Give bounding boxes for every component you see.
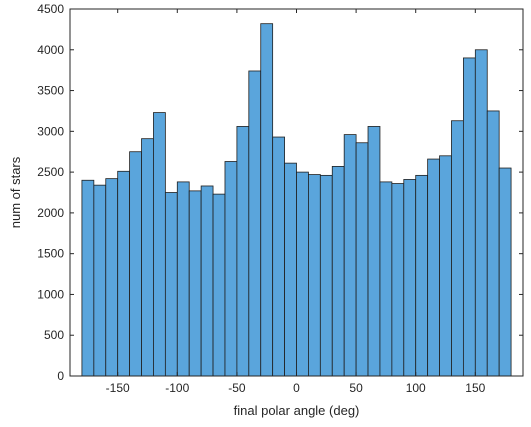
x-tick-label: 150 bbox=[465, 381, 485, 395]
y-tick-label: 1000 bbox=[37, 287, 64, 301]
histogram-bar bbox=[189, 191, 201, 376]
x-tick-label: 100 bbox=[406, 381, 426, 395]
y-tick-label: 3500 bbox=[37, 84, 64, 98]
x-axis-label: final polar angle (deg) bbox=[234, 403, 360, 418]
histogram-bar bbox=[428, 159, 440, 376]
y-tick-label: 3000 bbox=[37, 124, 64, 138]
histogram-bar bbox=[356, 143, 368, 376]
histogram-bar bbox=[368, 126, 380, 376]
histogram-bar bbox=[463, 58, 475, 376]
y-axis-label: num of stars bbox=[8, 156, 23, 228]
histogram-bar bbox=[165, 193, 177, 377]
histogram-bar bbox=[118, 171, 130, 376]
histogram-bar bbox=[213, 194, 225, 376]
y-tick-label: 2500 bbox=[37, 165, 64, 179]
histogram-bars bbox=[82, 24, 511, 376]
histogram-bar bbox=[142, 139, 154, 376]
histogram-bar bbox=[404, 179, 416, 376]
histogram-bar bbox=[285, 163, 297, 376]
x-tick-label: -50 bbox=[228, 381, 246, 395]
y-tick-label: 500 bbox=[44, 328, 64, 342]
histogram-bar bbox=[225, 162, 237, 376]
y-tick-label: 2000 bbox=[37, 206, 64, 220]
histogram-bar bbox=[82, 180, 94, 376]
y-tick-label: 1500 bbox=[37, 247, 64, 261]
histogram-bar bbox=[320, 175, 332, 376]
histogram-bar bbox=[332, 166, 344, 376]
histogram-bar bbox=[153, 113, 165, 376]
histogram-bar bbox=[94, 185, 106, 376]
histogram-bar bbox=[237, 126, 249, 376]
histogram-bar bbox=[475, 50, 487, 376]
histogram-bar bbox=[177, 182, 189, 376]
x-tick-label: -100 bbox=[165, 381, 189, 395]
histogram-bar bbox=[297, 172, 309, 376]
histogram-bar bbox=[344, 135, 356, 376]
histogram-bar bbox=[440, 156, 452, 376]
histogram-bar bbox=[451, 121, 463, 376]
histogram-bar bbox=[380, 182, 392, 376]
x-tick-label: -150 bbox=[106, 381, 130, 395]
histogram-bar bbox=[392, 184, 404, 376]
y-tick-label: 4000 bbox=[37, 43, 64, 57]
x-tick-label: 50 bbox=[349, 381, 363, 395]
histogram-bar bbox=[249, 71, 261, 376]
histogram-bar bbox=[487, 111, 499, 376]
histogram-bar bbox=[499, 168, 511, 376]
histogram-bar bbox=[106, 179, 118, 376]
histogram-bar bbox=[130, 152, 142, 376]
histogram-bar bbox=[416, 175, 428, 376]
y-tick-label: 0 bbox=[57, 369, 64, 383]
histogram-bar bbox=[201, 186, 213, 376]
histogram-bar bbox=[308, 175, 320, 376]
x-tick-label: 0 bbox=[293, 381, 300, 395]
y-tick-label: 4500 bbox=[37, 2, 64, 16]
histogram-bar bbox=[273, 137, 285, 376]
histogram-bar bbox=[261, 24, 273, 376]
